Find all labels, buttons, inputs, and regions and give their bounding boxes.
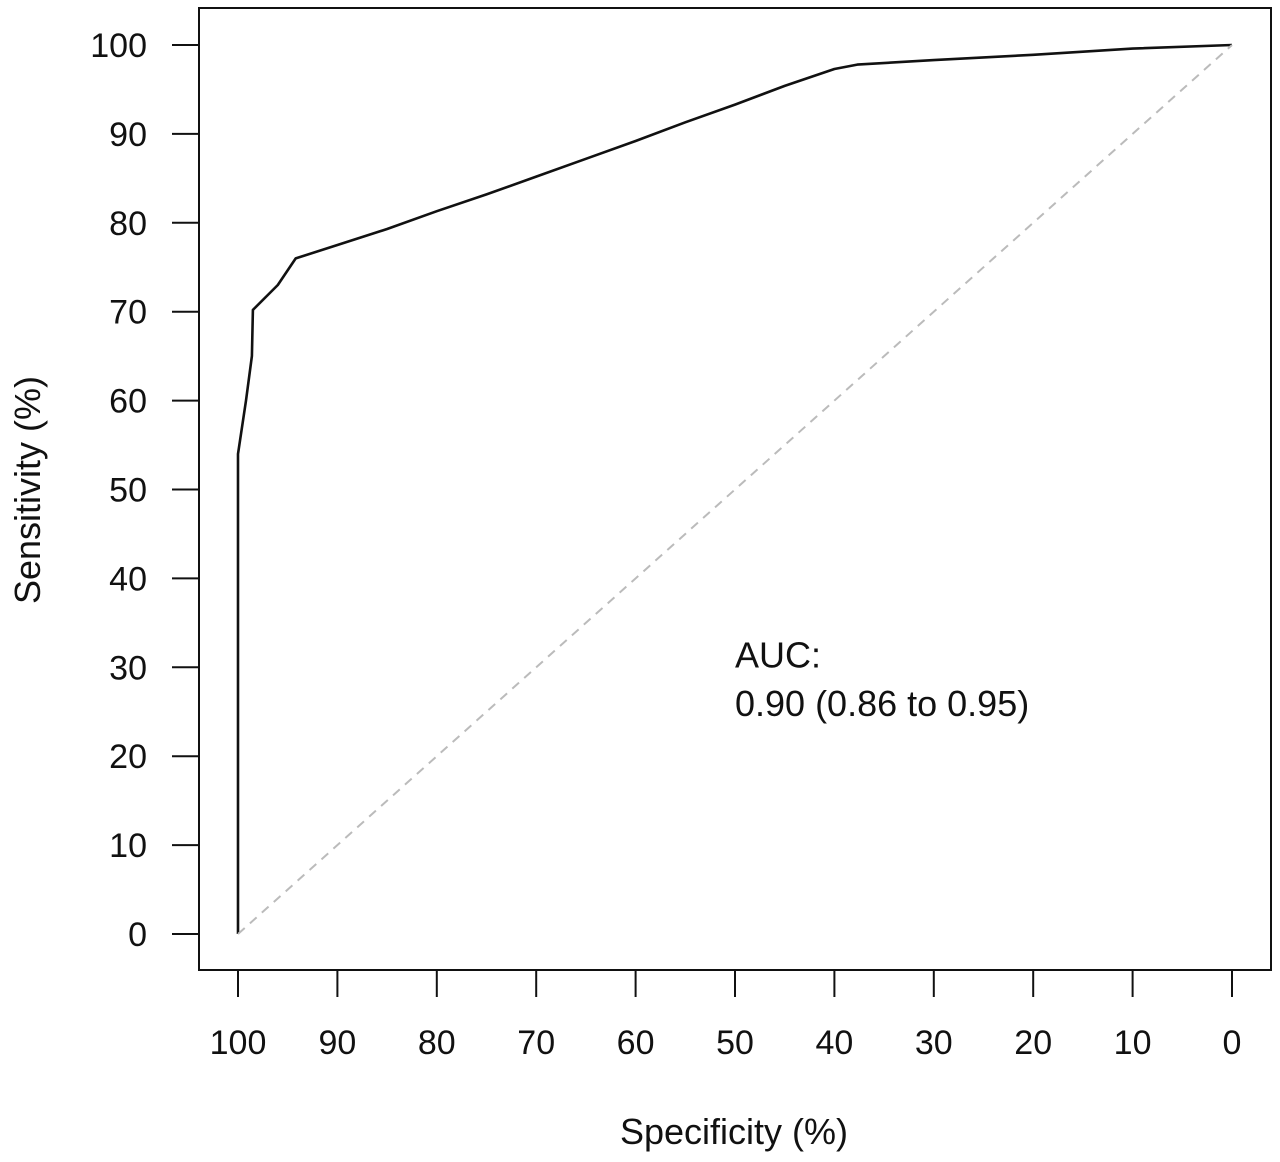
x-tick-label: 20 bbox=[1014, 1024, 1052, 1062]
y-tick-label: 90 bbox=[109, 116, 147, 154]
y-tick-label: 20 bbox=[109, 738, 147, 776]
x-tick-label: 10 bbox=[1114, 1024, 1152, 1062]
y-tick-label: 50 bbox=[109, 472, 147, 510]
x-tick-label: 90 bbox=[318, 1024, 356, 1062]
x-tick-label: 60 bbox=[617, 1024, 655, 1062]
reference-diagonal-line bbox=[237, 44, 1233, 935]
y-axis: 0 10 20 30 40 50 60 70 80 90 100 bbox=[90, 27, 199, 954]
auc-annotation: AUC: bbox=[735, 634, 821, 675]
y-tick-label: 10 bbox=[109, 827, 147, 865]
y-tick-label: 30 bbox=[109, 649, 147, 687]
x-tick-label: 50 bbox=[716, 1024, 754, 1062]
y-tick-label: 100 bbox=[90, 27, 147, 65]
x-tick-label: 100 bbox=[210, 1024, 267, 1062]
x-tick-label: 0 bbox=[1223, 1024, 1242, 1062]
series-layer bbox=[236, 43, 1233, 935]
y-tick-label: 0 bbox=[128, 916, 147, 954]
x-tick-label: 40 bbox=[815, 1024, 853, 1062]
y-tick-label: 40 bbox=[109, 560, 147, 598]
y-tick-label: 80 bbox=[109, 205, 147, 243]
roc-curve-line bbox=[236, 43, 1233, 934]
y-tick-label: 60 bbox=[109, 383, 147, 421]
x-axis-title: Specificity (%) bbox=[620, 1111, 848, 1152]
auc-annotation: 0.90 (0.86 to 0.95) bbox=[735, 683, 1029, 724]
y-axis-title: Sensitivity (%) bbox=[7, 376, 48, 604]
x-tick-label: 30 bbox=[915, 1024, 953, 1062]
y-tick-label: 70 bbox=[109, 294, 147, 332]
x-tick-label: 80 bbox=[418, 1024, 456, 1062]
x-axis: 100 90 80 70 60 50 40 30 20 10 0 bbox=[210, 970, 1242, 1062]
x-tick-label: 70 bbox=[517, 1024, 555, 1062]
annotation-layer: AUC: 0.90 (0.86 to 0.95) bbox=[735, 634, 1029, 724]
